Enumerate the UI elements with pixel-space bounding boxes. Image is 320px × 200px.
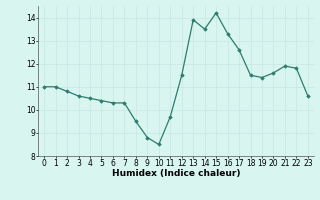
X-axis label: Humidex (Indice chaleur): Humidex (Indice chaleur) (112, 169, 240, 178)
